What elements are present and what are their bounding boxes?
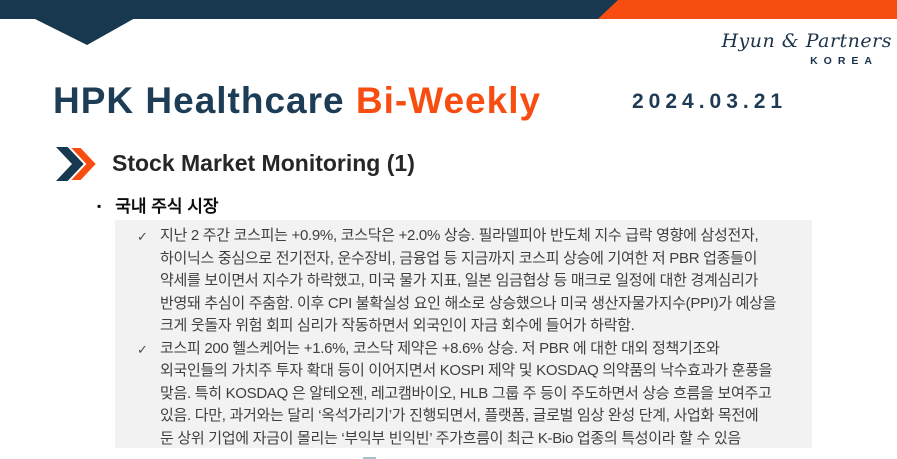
bullet-text: 지난 2 주간 코스피는 +0.9%, 코스닥은 +2.0% 상승. 필라델피아… — [160, 227, 777, 334]
subheading-label: 국내 주식 시장 — [115, 197, 219, 216]
bullet-item: ✓ 지난 2 주간 코스피는 +0.9%, 코스닥은 +2.0% 상승. 필라델피… — [137, 225, 802, 338]
page-title-accent: Bi-Weekly — [355, 80, 542, 121]
bullet-item: ✓ 코스피 200 헬스케어는 +1.6%, 코스닥 제약은 +8.6% 상승. … — [137, 338, 802, 451]
page-title-primary: HPK Healthcare — [53, 80, 356, 121]
banner-pointer-triangle — [33, 18, 135, 45]
double-chevron-icon — [56, 147, 98, 181]
subheading: ▪ 국내 주식 시장 — [97, 192, 219, 217]
company-logo: Hyun & Partners KOREA — [720, 30, 892, 67]
page-title: HPK Healthcare Bi-Weekly — [53, 80, 541, 122]
content-box: ✓ 지난 2 주간 코스피는 +0.9%, 코스닥은 +2.0% 상승. 필라델피… — [115, 220, 812, 448]
check-icon: ✓ — [137, 341, 148, 357]
bottom-cutoff-shape — [363, 457, 376, 459]
banner-navy-bar — [0, 0, 618, 19]
logo-script-text: Hyun & Partners — [721, 30, 892, 52]
report-date: 2024.03.21 — [632, 90, 788, 113]
logo-sub-text: KOREA — [810, 55, 878, 67]
bullet-text: 코스피 200 헬스케어는 +1.6%, 코스닥 제약은 +8.6% 상승. 저… — [160, 339, 773, 447]
square-bullet-icon: ▪ — [97, 199, 102, 213]
check-icon: ✓ — [137, 229, 148, 244]
section-heading: Stock Market Monitoring (1) — [112, 150, 415, 176]
